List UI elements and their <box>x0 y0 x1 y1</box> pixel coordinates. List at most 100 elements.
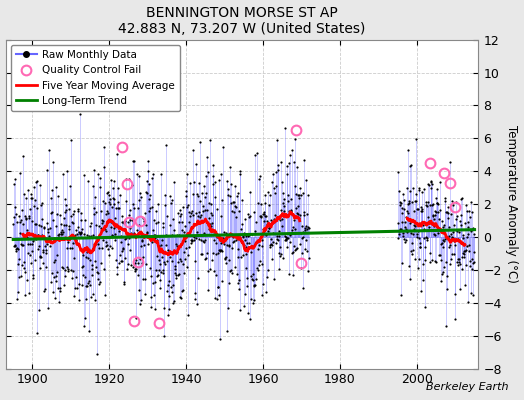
Point <box>262 289 270 296</box>
Point <box>210 230 219 237</box>
Point <box>138 238 146 244</box>
Point <box>258 243 266 250</box>
Point <box>444 204 452 210</box>
Point <box>59 222 68 228</box>
Point <box>289 159 298 165</box>
Point <box>154 201 162 208</box>
Point <box>451 242 459 248</box>
Point <box>72 240 81 247</box>
Point <box>181 238 190 244</box>
Point <box>416 244 424 250</box>
Point <box>219 144 227 151</box>
Point <box>447 211 455 218</box>
Point <box>457 212 465 218</box>
Point <box>299 229 307 236</box>
Point <box>431 232 440 239</box>
Point <box>199 208 208 214</box>
Point <box>85 278 94 284</box>
Point <box>465 242 473 248</box>
Point <box>86 233 95 240</box>
Point <box>117 258 125 264</box>
Point <box>90 211 98 217</box>
Point <box>281 232 289 239</box>
Point <box>237 237 245 244</box>
Point <box>446 242 454 248</box>
Point <box>185 244 193 250</box>
Point <box>64 238 72 245</box>
Point <box>16 273 25 279</box>
Point <box>267 240 275 247</box>
Point <box>104 189 112 195</box>
Point <box>90 166 98 173</box>
Point <box>199 238 207 244</box>
Point <box>122 175 130 182</box>
Point <box>259 218 268 224</box>
Point <box>56 212 64 218</box>
Point <box>459 235 467 241</box>
Point <box>408 250 416 257</box>
Point <box>14 288 22 295</box>
Point <box>170 270 179 276</box>
Point <box>85 248 93 254</box>
Point <box>226 181 235 187</box>
Point <box>297 230 305 236</box>
Point <box>50 257 59 264</box>
Point <box>188 208 196 214</box>
Point <box>417 204 425 210</box>
Point <box>145 196 153 202</box>
Point <box>181 188 190 194</box>
Point <box>462 262 470 268</box>
Point <box>396 202 404 209</box>
Point <box>287 206 295 213</box>
Point <box>71 232 79 238</box>
Point <box>433 200 442 206</box>
Point <box>449 235 457 242</box>
Point <box>277 251 286 258</box>
Point <box>75 229 83 236</box>
Point <box>56 285 64 291</box>
Point <box>12 246 20 252</box>
Point <box>189 234 198 240</box>
Point <box>211 179 220 185</box>
Point <box>105 252 114 258</box>
Point <box>91 264 100 270</box>
Point <box>78 226 86 232</box>
Point <box>292 163 301 170</box>
Point <box>107 219 115 225</box>
Point <box>94 276 102 283</box>
Point <box>64 265 72 272</box>
Point <box>468 209 476 216</box>
Point <box>27 260 36 266</box>
Point <box>131 268 139 274</box>
Point <box>189 211 197 218</box>
Point <box>168 232 176 238</box>
Point <box>419 235 428 242</box>
Point <box>62 202 70 208</box>
Point <box>408 240 417 246</box>
Point <box>112 205 121 212</box>
Point <box>260 209 268 216</box>
Point <box>128 200 137 207</box>
Point <box>458 254 466 260</box>
Point <box>432 259 441 266</box>
Point <box>202 172 211 179</box>
Point <box>78 228 86 235</box>
Point <box>267 216 276 223</box>
Point <box>249 282 258 288</box>
Point <box>285 160 293 166</box>
Point <box>177 295 185 302</box>
Point <box>202 254 210 261</box>
Point <box>197 251 205 258</box>
Point <box>117 239 125 246</box>
Point <box>106 196 114 202</box>
Point <box>94 241 102 248</box>
Point <box>427 185 435 191</box>
Point <box>241 237 249 244</box>
Point <box>405 198 413 204</box>
Point <box>101 226 109 233</box>
Point <box>58 227 66 234</box>
Point <box>103 208 112 214</box>
Point <box>304 192 312 198</box>
Point <box>206 221 214 228</box>
Point <box>239 229 248 236</box>
